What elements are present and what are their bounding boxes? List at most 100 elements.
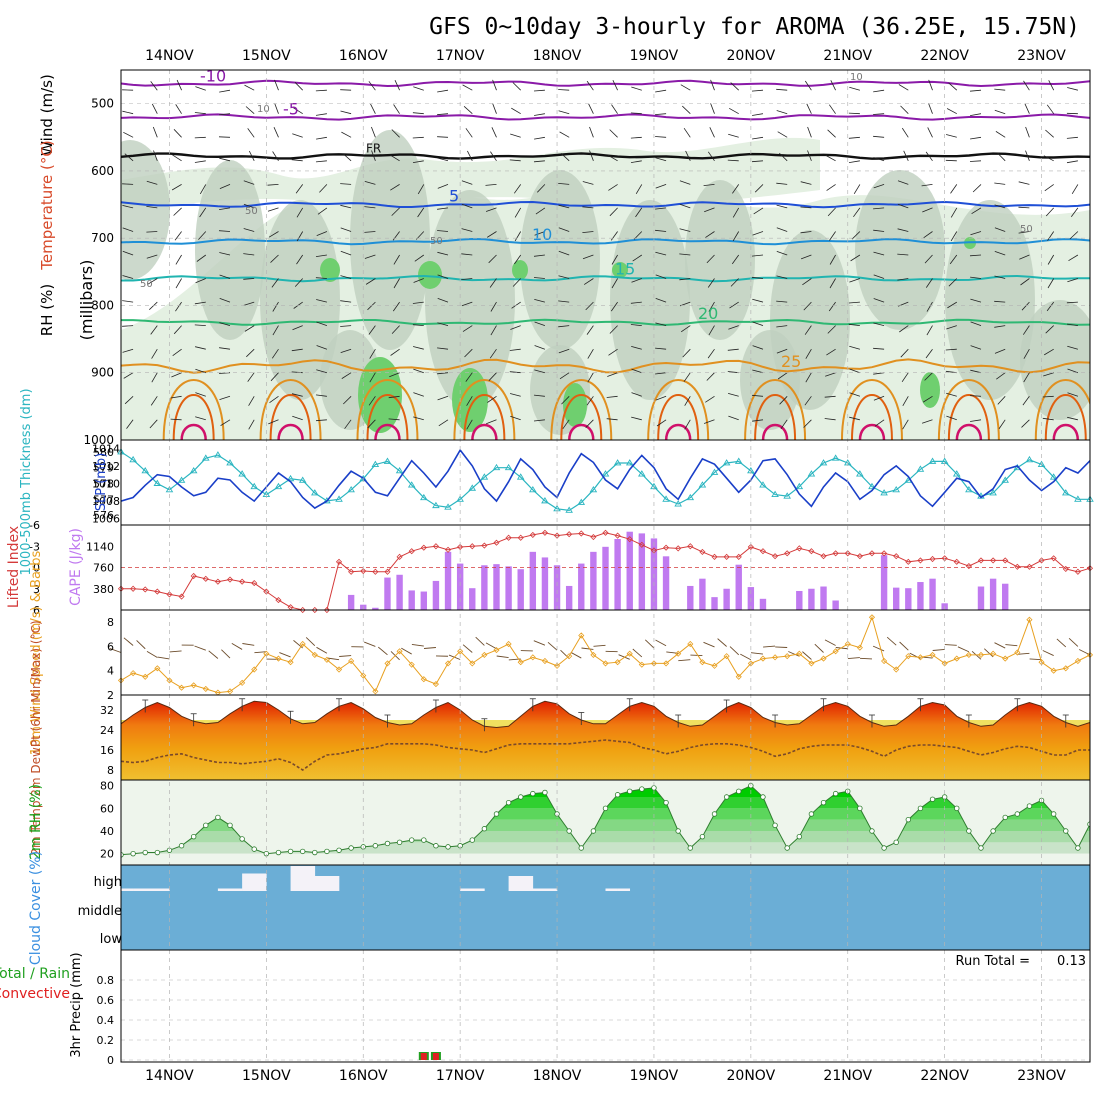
- wind-barb: [194, 136, 206, 139]
- wind-barb: [1066, 323, 1078, 326]
- isotherm-35-loop: [471, 423, 498, 440]
- wind-barb: [316, 231, 328, 236]
- rh-point: [518, 794, 524, 800]
- rh-shade-strong: [418, 261, 442, 289]
- wind-barb: [491, 127, 497, 138]
- wind-barb: [245, 106, 255, 115]
- wind-speed-line: [120, 615, 1091, 694]
- thickness-point: [722, 459, 731, 466]
- wind-barb: [537, 184, 546, 193]
- wind-barb: [802, 278, 812, 286]
- cape-bar: [541, 557, 549, 610]
- rh-point: [578, 845, 584, 851]
- wind-barb: [272, 151, 279, 162]
- isotherm-25-loop: [840, 379, 903, 440]
- wind-barb: [970, 136, 982, 140]
- date-label-top: 19NOV: [630, 48, 679, 64]
- rh-point: [312, 849, 318, 856]
- lifted-index-point: [566, 531, 573, 538]
- lifted-index-point: [965, 563, 972, 570]
- cape-bar: [662, 556, 670, 610]
- wind-barb: [175, 104, 182, 114]
- wind-speed-point: [323, 656, 330, 663]
- wind-barb: [680, 84, 691, 91]
- wind-barb: [364, 254, 376, 259]
- wind-barb: [340, 250, 352, 256]
- wind-speed-point: [868, 614, 876, 621]
- wind-barb: [364, 206, 376, 209]
- wind-speed-point: [953, 655, 960, 662]
- thickness-point: [274, 482, 283, 490]
- wind-barb: [533, 419, 545, 422]
- rh-point: [675, 828, 681, 834]
- legend-convective: Convective: [0, 986, 70, 1002]
- wind-barb: [804, 396, 812, 406]
- lifted-index-point: [505, 534, 512, 541]
- wind-10m-barb: [327, 657, 340, 661]
- wind-barb: [390, 348, 400, 356]
- rh-point: [433, 843, 439, 849]
- wind-speed-point: [941, 660, 948, 667]
- wind-barb: [826, 348, 836, 356]
- wind-barb: [558, 348, 570, 354]
- wind-barb: [998, 419, 1006, 430]
- wind-barb: [149, 419, 158, 429]
- cloud-high-bar: [242, 873, 255, 891]
- thickness-point: [432, 501, 440, 509]
- wind-speed-point: [578, 632, 585, 639]
- thickness-point: [698, 481, 707, 488]
- lifted-index-point: [711, 553, 718, 560]
- wind-barb: [728, 325, 739, 330]
- wind-tick-label: 4: [107, 665, 114, 678]
- wind-barb: [924, 372, 933, 381]
- wind-barb: [243, 180, 255, 185]
- wind-barb: [194, 112, 206, 115]
- wind-barb: [172, 348, 182, 357]
- wind-barb: [921, 419, 933, 424]
- wind-speed-point: [881, 657, 888, 665]
- wind-barb: [873, 395, 885, 401]
- cape-bar: [590, 551, 597, 610]
- wind-barb: [588, 103, 594, 114]
- wind-barb: [873, 298, 885, 303]
- wind-barb: [413, 346, 424, 350]
- wind-barb: [294, 82, 303, 91]
- date-label-top: 16NOV: [339, 48, 388, 64]
- wind-barb: [1045, 325, 1054, 334]
- isotherm-30-loop: [463, 394, 506, 440]
- wind-barb: [152, 126, 158, 138]
- wind-barb: [946, 325, 957, 330]
- isotherm-25-loop: [1034, 379, 1090, 440]
- wind-barb: [873, 184, 885, 189]
- wind-barb: [243, 253, 255, 256]
- wind-speed-point: [856, 644, 863, 651]
- wind-10m-barb: [847, 657, 860, 660]
- wind-barb: [367, 419, 376, 429]
- isotherm-25-loop: [162, 379, 225, 440]
- wind-barb: [828, 104, 836, 114]
- wind-tick-label: 8: [107, 616, 114, 629]
- thickness-point: [1001, 476, 1010, 483]
- thickness-point: [868, 482, 876, 490]
- wind-10m-barb: [703, 641, 715, 648]
- wind-10m-barb: [242, 643, 255, 646]
- wind-barb: [466, 396, 473, 406]
- wind-barb: [392, 301, 400, 312]
- wind-barb: [340, 227, 352, 232]
- thickness-point: [662, 495, 670, 502]
- wind-barb: [509, 371, 521, 374]
- wind-barb: [170, 395, 182, 399]
- wind-barb: [1045, 207, 1054, 217]
- wind-barb: [751, 254, 764, 257]
- thickness-point: [420, 493, 428, 501]
- wind-speed-point: [287, 659, 294, 666]
- lifted-index-point: [1086, 565, 1094, 572]
- rh-point: [396, 839, 403, 846]
- run-total-label: Run Total =: [956, 954, 1030, 969]
- wind-barb: [246, 348, 255, 358]
- wind-barb: [924, 254, 933, 264]
- wind-barb: [1023, 80, 1030, 91]
- rh-point: [227, 822, 233, 829]
- wind-barb: [730, 82, 739, 91]
- wind-barb: [777, 372, 788, 380]
